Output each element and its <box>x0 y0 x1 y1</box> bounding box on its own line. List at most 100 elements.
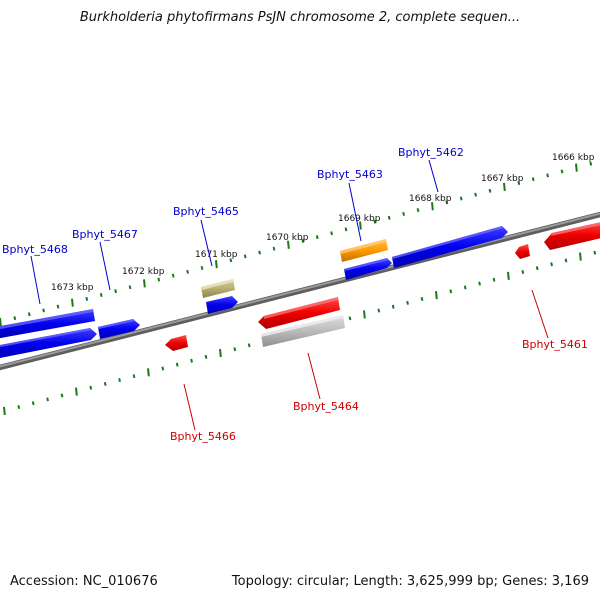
minor-tick <box>161 366 165 371</box>
minor-tick <box>531 177 535 182</box>
minor-tick <box>406 300 409 305</box>
major-tick <box>431 202 434 211</box>
reverse-strand-genes <box>165 220 600 351</box>
minor-tick <box>56 304 60 309</box>
major-tick <box>507 271 510 280</box>
minor-tick <box>488 188 492 193</box>
minor-tick <box>593 250 597 255</box>
minor-tick <box>517 181 521 186</box>
gene-bphyt-5468-lower[interactable] <box>0 328 97 359</box>
minor-tick <box>247 343 251 348</box>
minor-tick <box>535 266 539 271</box>
forward-strand-genes <box>0 226 508 359</box>
kbp-label-1667: 1667 kbp <box>481 174 524 184</box>
minor-tick <box>546 173 549 178</box>
minor-tick <box>348 316 352 321</box>
gene-label-bphyt-5462: Bphyt_5462 <box>398 146 464 159</box>
minor-tick <box>474 192 477 197</box>
minor-tick <box>114 289 117 294</box>
gene-label-bphyt-5463: Bphyt_5463 <box>317 168 383 181</box>
minor-tick <box>330 231 333 236</box>
gene-bphyt-5466[interactable] <box>165 335 188 351</box>
minor-tick <box>27 312 31 317</box>
gene-label-bphyt-5467: Bphyt_5467 <box>72 228 138 241</box>
gene-bphyt-5465[interactable] <box>206 296 238 314</box>
major-tick <box>71 298 74 307</box>
minor-tick <box>478 281 481 286</box>
major-tick <box>147 368 150 377</box>
minor-tick <box>463 285 467 290</box>
minor-tick <box>387 215 391 220</box>
minor-tick <box>157 277 161 282</box>
kbp-label-1671: 1671 kbp <box>195 250 238 260</box>
gene-bphyt-5467[interactable] <box>98 319 140 339</box>
minor-tick <box>258 250 261 255</box>
minor-tick <box>550 262 553 267</box>
minor-tick <box>449 289 453 294</box>
minor-tick <box>132 374 136 379</box>
major-tick <box>143 279 146 288</box>
genome-summary-text: Topology: circular; Length: 3,625,999 bp… <box>231 574 589 589</box>
minor-tick <box>186 269 189 274</box>
chromosome-backbone <box>0 211 600 371</box>
major-tick <box>579 252 582 261</box>
minor-tick <box>46 397 49 402</box>
accession-text: Accession: NC_010676 <box>10 574 158 589</box>
major-tick <box>219 348 222 358</box>
minor-tick <box>171 273 175 278</box>
major-tick <box>363 310 366 319</box>
minor-tick <box>301 238 305 243</box>
kbp-label-1666: 1666 kbp <box>552 153 595 163</box>
minor-tick <box>89 385 93 390</box>
gene-orange[interactable] <box>340 239 388 262</box>
minor-tick <box>560 169 564 174</box>
minor-tick <box>492 277 496 282</box>
gene-label-bphyt-5461: Bphyt_5461 <box>522 338 588 351</box>
gene-label-bphyt-5464: Bphyt_5464 <box>293 400 359 413</box>
minor-tick <box>589 161 593 166</box>
minor-tick <box>521 270 525 274</box>
gene-label-bphyt-5465: Bphyt_5465 <box>173 205 239 218</box>
gene-red-right-edge[interactable] <box>544 220 600 250</box>
minor-tick <box>31 401 35 406</box>
minor-tick <box>60 393 64 398</box>
minor-tick <box>416 208 420 213</box>
gene-bphyt-5464-gray[interactable] <box>261 315 345 347</box>
tick-track-bottom <box>3 250 597 416</box>
gene-label-bphyt-5466: Bphyt_5466 <box>170 430 236 443</box>
major-tick <box>215 260 218 269</box>
kbp-label-1672: 1672 kbp <box>122 267 165 277</box>
minor-tick <box>128 285 132 290</box>
minor-tick <box>377 308 381 313</box>
minor-tick <box>99 293 103 297</box>
minor-tick <box>243 254 247 259</box>
minor-tick <box>459 196 463 201</box>
minor-tick <box>42 308 45 313</box>
minor-tick <box>85 296 89 301</box>
minor-tick <box>118 378 121 383</box>
minor-tick <box>175 362 179 367</box>
gene-bphyt-5465-olive[interactable] <box>201 279 235 298</box>
gene-bphyt-5468[interactable] <box>0 309 95 339</box>
gene-bphyt-5461[interactable] <box>515 244 530 259</box>
minor-tick <box>204 354 208 359</box>
major-tick <box>287 240 290 249</box>
major-tick <box>503 182 506 192</box>
gene-bphyt-5464[interactable] <box>258 297 340 329</box>
minor-tick <box>233 347 237 352</box>
gene-labels: Bphyt_5462 Bphyt_5463 Bphyt_5465 Bphyt_5… <box>2 146 588 443</box>
major-tick <box>0 317 2 327</box>
major-tick <box>3 406 6 416</box>
minor-tick <box>445 200 449 205</box>
minor-tick <box>420 297 424 301</box>
gene-bphyt-5462[interactable] <box>392 226 508 268</box>
gene-bphyt-5463[interactable] <box>344 258 392 280</box>
minor-tick <box>103 381 107 386</box>
minor-tick <box>315 235 319 240</box>
minor-tick <box>13 316 17 321</box>
minor-tick <box>391 304 395 309</box>
minor-tick <box>200 265 204 270</box>
kbp-label-1668: 1668 kbp <box>409 194 452 204</box>
